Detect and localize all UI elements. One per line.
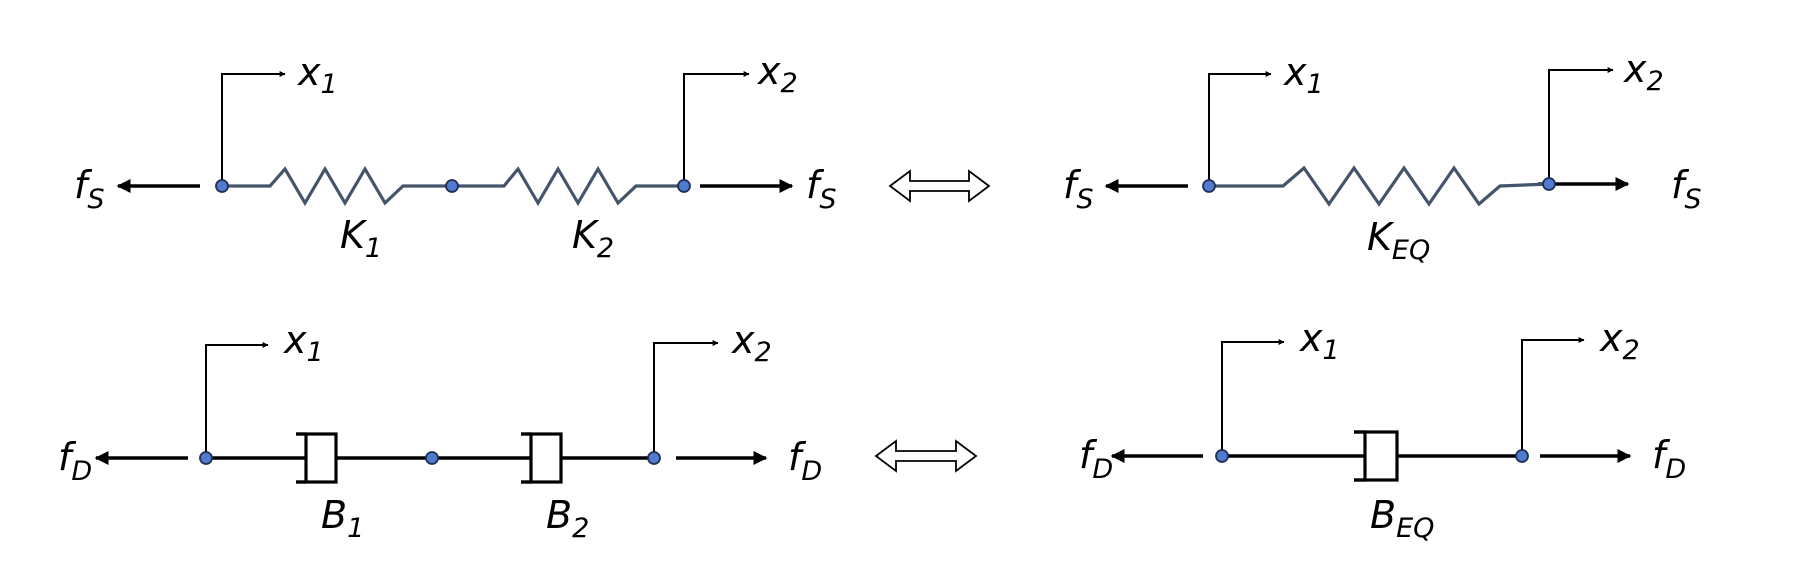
dampers-equivalent-group: x1 x2 fD fD BEQ xyxy=(1079,316,1686,544)
displacement-2-arrow xyxy=(1548,67,1614,184)
equivalence-arrow-2 xyxy=(874,439,978,473)
force-right-label: fD xyxy=(1652,433,1686,485)
displacement-2-label: x2 xyxy=(1623,47,1664,97)
displacement-1-label: x1 xyxy=(283,318,324,368)
force-right-label: fS xyxy=(806,163,837,215)
displacement-2-arrow xyxy=(653,340,719,458)
spring-1-label: K1 xyxy=(340,213,382,264)
spring-2-label: K2 xyxy=(572,213,614,264)
displacement-1-arrow xyxy=(205,342,269,458)
springs-equivalent-group: x1 x2 fS fS KEQ xyxy=(1063,47,1702,266)
node-right xyxy=(677,179,691,193)
spring-equivalent xyxy=(1209,165,1550,207)
displacement-2-label: x2 xyxy=(757,49,798,99)
force-left-label: fS xyxy=(1063,163,1094,215)
displacement-1-arrow xyxy=(1208,71,1272,186)
node-right xyxy=(1515,449,1529,463)
node-left xyxy=(199,451,213,465)
equivalence-arrow-1 xyxy=(888,169,991,203)
node-middle xyxy=(425,451,439,465)
damper-equivalent-label: BEQ xyxy=(1370,493,1434,544)
displacement-2-arrow xyxy=(1521,337,1585,456)
node-left xyxy=(215,179,229,193)
damper-2 xyxy=(521,432,563,484)
node-middle xyxy=(445,179,459,193)
displacement-1-label: x1 xyxy=(1299,316,1340,366)
spring-1 xyxy=(222,165,452,207)
force-left-label: fD xyxy=(1079,433,1113,485)
springs-series-group: x1 x2 fS fS K1 K2 xyxy=(74,49,837,264)
spring-2 xyxy=(452,165,684,207)
force-left-label: fD xyxy=(58,435,92,487)
displacement-1-label: x1 xyxy=(297,50,338,100)
spring-equivalent-label: KEQ xyxy=(1367,215,1430,266)
node-right xyxy=(1542,177,1556,191)
force-right-label: fD xyxy=(788,435,822,487)
force-left-label: fS xyxy=(74,163,105,215)
dampers-series-group: x1 x2 fD fD B1 B2 xyxy=(58,318,822,544)
displacement-2-arrow xyxy=(683,71,750,186)
damper-2-label: B2 xyxy=(546,493,589,544)
displacement-1-arrow xyxy=(1221,339,1285,456)
damper-1-label: B1 xyxy=(321,493,364,544)
node-right xyxy=(647,451,661,465)
displacement-2-label: x2 xyxy=(731,318,772,368)
damper-equivalent xyxy=(1354,430,1399,482)
displacement-1-label: x1 xyxy=(1283,50,1324,100)
displacement-2-label: x2 xyxy=(1599,316,1640,366)
node-left xyxy=(1202,179,1216,193)
node-left xyxy=(1215,449,1229,463)
force-right-label: fS xyxy=(1671,163,1702,215)
damper-1 xyxy=(296,432,338,484)
displacement-1-arrow xyxy=(221,71,286,186)
